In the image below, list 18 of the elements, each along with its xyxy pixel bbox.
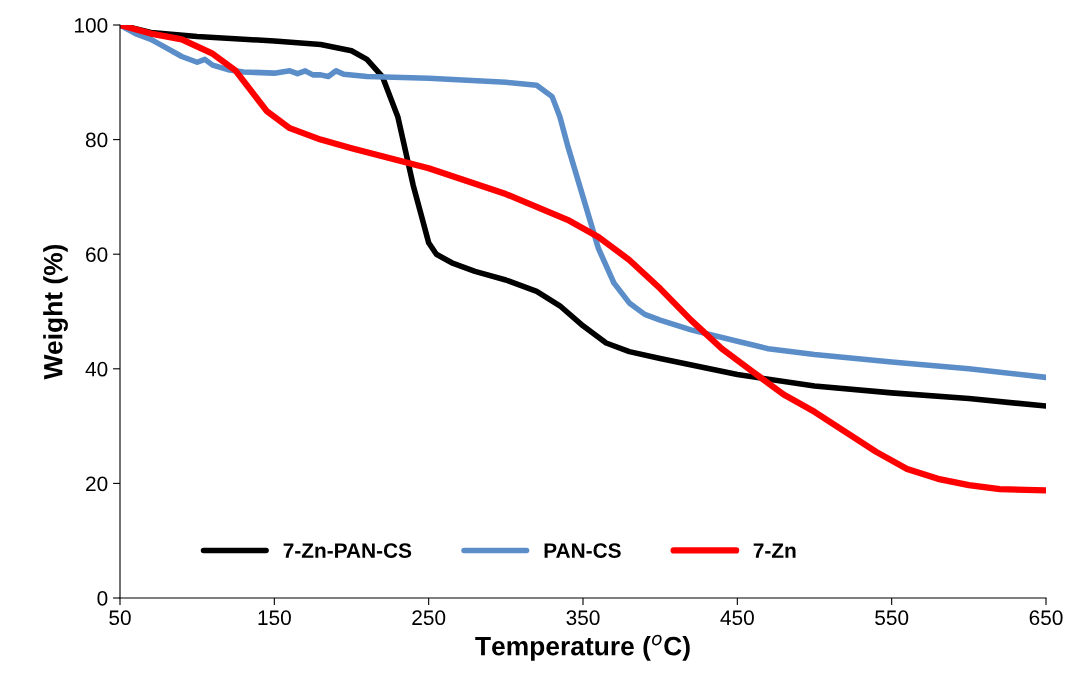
legend-label: 7-Zn [753,543,796,558]
x-tick-label: 450 [720,610,754,626]
y-tick-label: 20 [86,476,108,492]
legend-label: 7-Zn-PAN-CS [283,543,412,558]
y-tick-label: 100 [75,18,108,33]
legend-label: PAN-CS [544,543,621,558]
x-tick-label: 350 [566,610,600,626]
x-tick-label: 250 [412,610,446,626]
y-axis-title: Weight (%) [43,244,68,380]
y-tick-label: 0 [97,591,108,606]
x-tick-label: 550 [875,610,909,626]
y-tick-label: 80 [85,132,108,148]
x-tick-label: 150 [258,610,291,626]
y-tick-label: 40 [85,361,108,377]
x-tick-label: 650 [1029,610,1063,626]
y-tick-label: 60 [86,247,108,262]
x-axis-title: Temperature ($^{o}$C) [475,634,690,661]
x-tick-label: 50 [109,610,131,626]
